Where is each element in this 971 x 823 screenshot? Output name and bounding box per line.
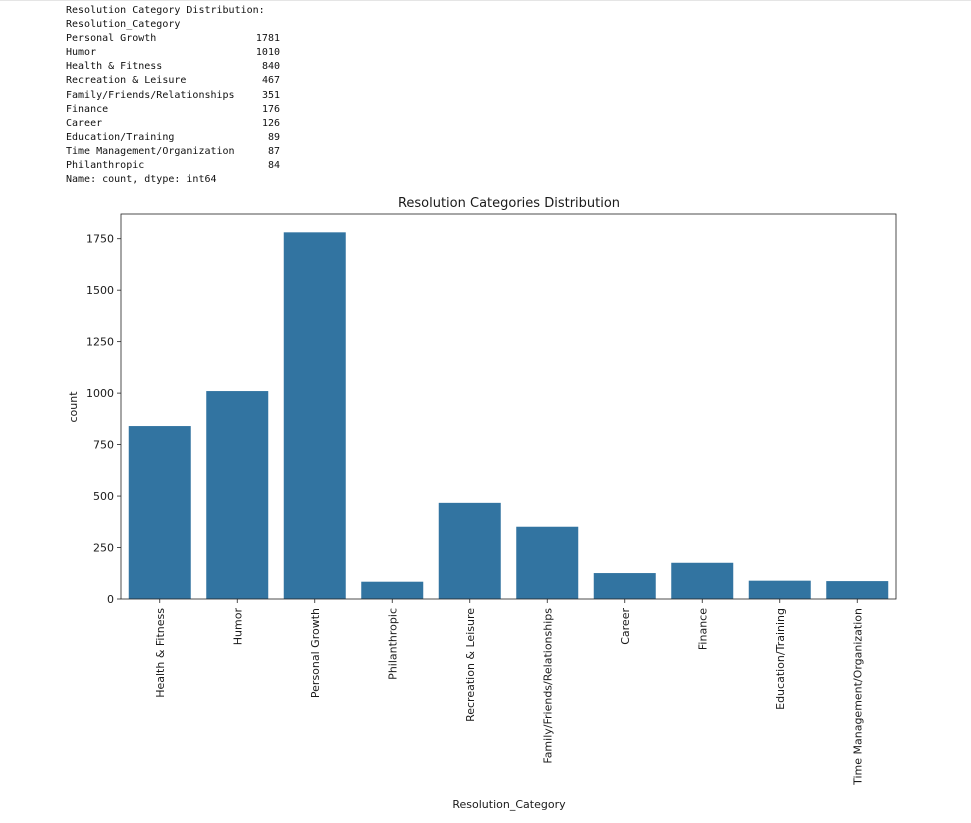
console-row-value: 84 (267, 160, 280, 172)
y-tick-label: 250 (93, 542, 114, 555)
console-row-label: Education/Training (66, 131, 175, 143)
console-row-label: Philanthropic (66, 160, 145, 172)
console-row-value: 126 (261, 117, 280, 129)
console-row-value: 87 (267, 145, 280, 157)
x-tick-label: Recreation & Leisure (464, 608, 477, 722)
bar (593, 573, 656, 599)
console-row-value: 351 (261, 89, 280, 101)
bar (128, 426, 191, 599)
console-row: Family/Friends/Relationships 351 (66, 89, 306, 103)
console-row: Time Management/Organization 87 (66, 145, 306, 159)
x-tick-label: Health & Fitness (154, 608, 167, 698)
plot-frame (120, 213, 897, 600)
console-rows: Personal Growth 1781 Humor 1010 Health & Fit… (66, 32, 306, 173)
bar (283, 232, 346, 599)
bar (516, 526, 579, 599)
console-row-label: Health & Fitness (66, 61, 163, 73)
console-row: Personal Growth 1781 (66, 32, 306, 46)
x-axis-label: Resolution_Category (452, 798, 566, 811)
console-row-label: Finance (66, 103, 109, 115)
console-row-value: 1781 (255, 33, 280, 45)
x-tick-label: Education/Training (774, 608, 787, 710)
bar (361, 581, 424, 599)
console-row: Recreation & Leisure 467 (66, 74, 306, 88)
bar (748, 580, 811, 599)
x-tick-label: Career (619, 608, 632, 645)
x-axis-ticks: Health & Fitness Humor Personal Growth Phil… (154, 599, 864, 786)
console-row: Finance 176 (66, 103, 306, 117)
x-tick-label: Personal Growth (309, 608, 322, 698)
console-footer: Name: count, dtype: int64 (66, 174, 217, 186)
console-index-name: Resolution_Category (66, 19, 181, 31)
console-row-label: Time Management/Organization (66, 145, 235, 157)
console-row-label: Personal Growth (66, 33, 157, 45)
x-tick-label: Philanthropic (386, 608, 399, 680)
y-tick-label: 1000 (86, 387, 114, 400)
y-tick-label: 1750 (86, 233, 114, 246)
console-row: Education/Training 89 (66, 131, 306, 145)
console-row-label: Recreation & Leisure (66, 75, 187, 87)
y-tick-label: 500 (93, 490, 114, 503)
console-row: Humor 1010 (66, 46, 306, 60)
x-tick-label: Finance (696, 608, 709, 650)
console-row-label: Career (66, 117, 103, 129)
console-row-value: 176 (261, 103, 280, 115)
bars (128, 232, 889, 599)
y-axis-ticks: 0 250 500 750 1000 1250 1500 1750 (86, 233, 121, 606)
bar-chart: Resolution Categories Distribution 0 250 5… (67, 196, 897, 811)
console-output: Resolution Category Distribution: Resolu… (66, 4, 306, 187)
bar (438, 502, 501, 599)
y-tick-label: 750 (93, 439, 114, 452)
console-row-value: 89 (267, 131, 280, 143)
console-row-value: 840 (261, 61, 280, 73)
x-tick-label: Time Management/Organization (851, 608, 864, 786)
console-row-label: Family/Friends/Relationships (66, 89, 235, 101)
console-row: Health & Fitness 840 (66, 60, 306, 74)
bar (206, 391, 269, 599)
console-header: Resolution Category Distribution: (66, 5, 265, 16)
chart-title: Resolution Categories Distribution (398, 196, 620, 211)
y-tick-label: 0 (107, 593, 114, 606)
console-row-value: 467 (261, 75, 280, 87)
y-axis-label: count (67, 391, 80, 423)
y-tick-label: 1250 (86, 336, 114, 349)
bar (671, 562, 734, 599)
x-tick-label: Humor (231, 608, 244, 646)
console-row-label: Humor (66, 47, 97, 59)
y-tick-label: 1500 (86, 284, 114, 297)
console-row-value: 1010 (255, 47, 280, 59)
bar (826, 581, 889, 599)
x-tick-label: Family/Friends/Relationships (541, 608, 554, 764)
top-divider (0, 0, 971, 1)
console-row: Career 126 (66, 117, 306, 131)
console-row: Philanthropic 84 (66, 159, 306, 173)
